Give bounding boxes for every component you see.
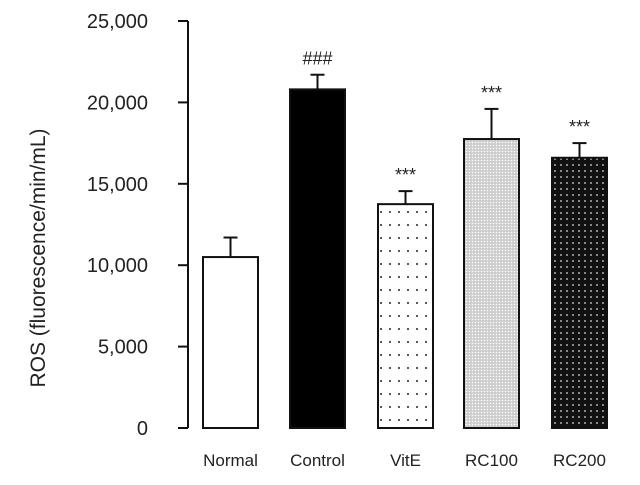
significance-label: *** xyxy=(569,117,590,137)
x-tick-label: RC100 xyxy=(465,451,518,470)
bar-vite xyxy=(377,203,434,429)
significance-label: *** xyxy=(481,83,502,103)
y-axis-label: ROS (fluorescence/min/mL) xyxy=(27,128,50,387)
x-tick-label: Normal xyxy=(203,451,258,470)
bar-rc200 xyxy=(551,156,608,429)
x-tick-label: RC200 xyxy=(553,451,606,470)
y-tick-label: 15,000 xyxy=(87,174,148,196)
bar-rc100 xyxy=(463,138,520,429)
bar-normal xyxy=(202,256,259,429)
x-tick-label: VitE xyxy=(390,451,421,470)
y-tick-label: 0 xyxy=(137,418,148,440)
significance-label: ### xyxy=(302,49,332,69)
significance-label: *** xyxy=(395,165,416,185)
y-tick-label: 5,000 xyxy=(98,337,148,359)
y-tick-label: 25,000 xyxy=(87,11,148,33)
y-tick-label: 10,000 xyxy=(87,255,148,277)
y-tick-label: 20,000 xyxy=(87,92,148,114)
x-tick-label: Control xyxy=(290,451,345,470)
bar-control xyxy=(289,88,346,429)
